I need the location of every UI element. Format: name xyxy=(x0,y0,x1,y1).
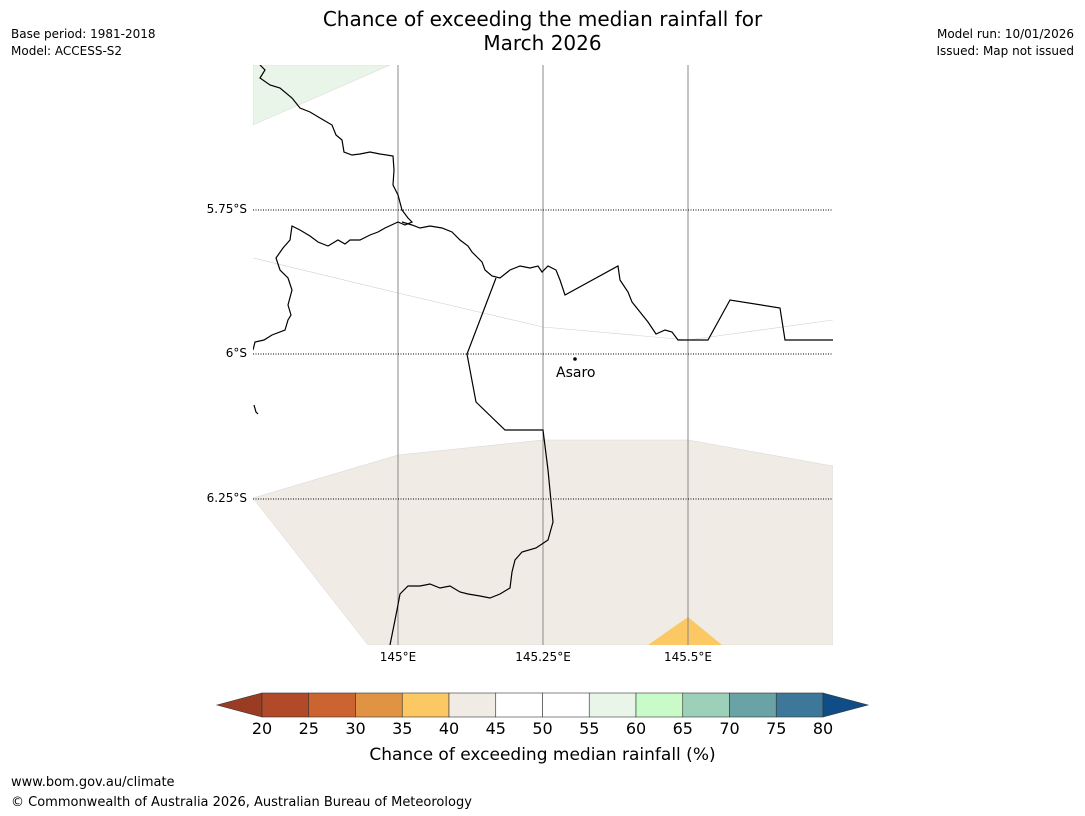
boundary-south xyxy=(389,277,554,645)
colorbar xyxy=(215,692,870,718)
colorbar-cell xyxy=(729,692,777,718)
colorbar-tick-label: 75 xyxy=(766,719,787,738)
issued-text: Issued: Map not issued xyxy=(936,44,1074,58)
colorbar-tick-label: 80 xyxy=(812,719,834,738)
title-line-2: March 2026 xyxy=(483,31,602,55)
colorbar-tick-label: 30 xyxy=(345,719,366,738)
colorbar-tick-label: 40 xyxy=(438,719,460,738)
colorbar-cell xyxy=(542,692,590,718)
colorbar-tick-label: 20 xyxy=(251,719,273,738)
colorbar-tick-label: 35 xyxy=(392,719,413,738)
colorbar-tick-label: 25 xyxy=(298,719,319,738)
forecast-map xyxy=(253,65,833,645)
lat-label-6-25: 6.25°S xyxy=(206,491,247,505)
colorbar-tick-label: 55 xyxy=(579,719,600,738)
colorbar-cell xyxy=(448,692,497,718)
footer-copyright: © Commonwealth of Australia 2026, Austra… xyxy=(11,795,472,810)
lon-label-145-25: 145.25°E xyxy=(515,650,571,664)
colorbar-cell xyxy=(495,692,543,718)
model-run-text: Model run: 10/01/2026 xyxy=(936,27,1074,41)
boundary-north xyxy=(401,221,833,341)
colorbar-tick-label: 65 xyxy=(672,719,693,738)
map-title: Chance of exceeding the median rainfall … xyxy=(0,7,1085,55)
boundary-west xyxy=(253,65,414,351)
lat-label-5-75: 5.75°S xyxy=(206,202,247,216)
colorbar-cell xyxy=(355,692,403,718)
colorbar-tick-label: 45 xyxy=(485,719,506,738)
colorbar-label: Chance of exceeding median rainfall (%) xyxy=(369,745,716,765)
lat-label-6: 6°S xyxy=(225,346,247,360)
place-label-asaro: Asaro xyxy=(556,365,596,381)
lon-label-145: 145°E xyxy=(379,650,417,664)
region-55-60 xyxy=(253,65,391,126)
asaro-marker xyxy=(573,357,577,361)
boundary-fragment xyxy=(253,404,259,415)
region-35-40 xyxy=(648,617,722,645)
lon-label-145-5: 145.5°E xyxy=(664,650,712,664)
colorbar-tick-label: 70 xyxy=(719,719,740,738)
colorbar-cell xyxy=(682,692,730,718)
colorbar-cell xyxy=(588,692,637,718)
colorbar-tick-label: 60 xyxy=(625,719,647,738)
colorbar-cell xyxy=(401,692,450,718)
colorbar-cell xyxy=(635,692,684,718)
colorbar-over-arrow xyxy=(822,692,870,718)
base-period-text: Base period: 1981-2018 xyxy=(11,27,156,41)
colorbar-tick-label: 50 xyxy=(532,719,553,738)
colorbar-cell xyxy=(261,692,310,718)
model-text: Model: ACCESS-S2 xyxy=(11,44,123,58)
colorbar-under-arrow xyxy=(215,692,263,718)
colorbar-cell xyxy=(775,692,824,718)
colorbar-cell xyxy=(308,692,356,718)
footer-url: www.bom.gov.au/climate xyxy=(11,775,175,790)
title-line-1: Chance of exceeding the median rainfall … xyxy=(322,7,763,31)
